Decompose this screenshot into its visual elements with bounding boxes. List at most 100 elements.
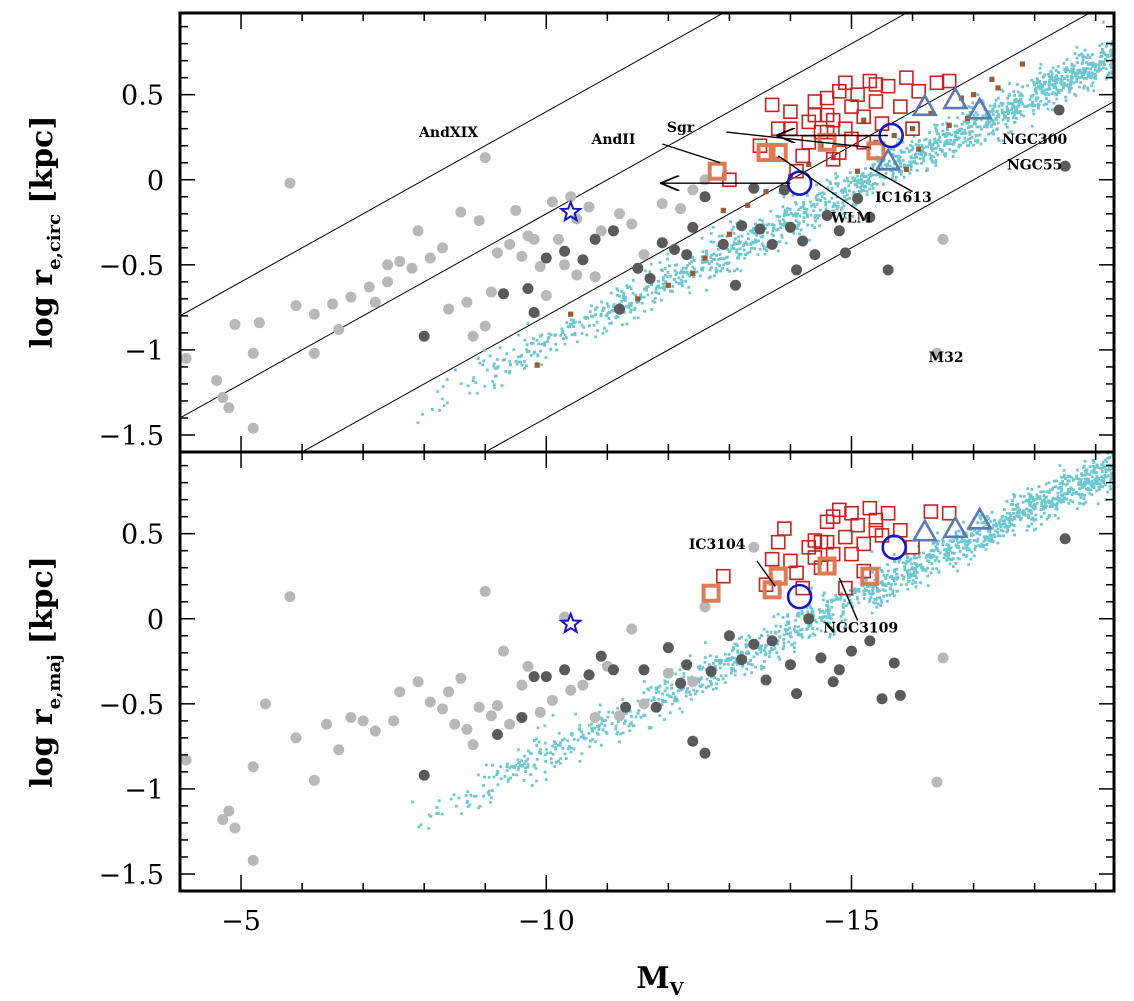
cyan-point bbox=[477, 806, 480, 810]
cyan-point bbox=[982, 101, 985, 105]
square-marker bbox=[838, 75, 853, 91]
square-marker bbox=[923, 504, 939, 519]
cyan-point bbox=[908, 149, 911, 153]
disk-marker bbox=[229, 318, 241, 330]
cyan-point bbox=[808, 604, 812, 607]
cyan-point bbox=[619, 732, 623, 736]
triangle-marker bbox=[911, 92, 938, 117]
cyan-point bbox=[605, 302, 609, 305]
cyan-point bbox=[862, 590, 866, 593]
cyan-point bbox=[886, 162, 890, 166]
cyan-point bbox=[979, 142, 983, 146]
cyan-point bbox=[508, 370, 511, 373]
cyan-point bbox=[698, 274, 702, 278]
cyan-point bbox=[1082, 86, 1086, 90]
cyan-point bbox=[971, 106, 975, 110]
cyan-point bbox=[1047, 481, 1051, 485]
cyan-point bbox=[660, 703, 664, 706]
cyan-point bbox=[776, 227, 780, 231]
cyan-point bbox=[1079, 481, 1082, 485]
cyan-point bbox=[740, 635, 743, 639]
cyan-point bbox=[503, 775, 507, 778]
disk-marker bbox=[180, 754, 192, 766]
cyan-point bbox=[876, 589, 879, 593]
cyan-point bbox=[777, 630, 781, 633]
cyan-point bbox=[813, 205, 817, 209]
cyan-point bbox=[765, 245, 768, 249]
cyan-point bbox=[580, 332, 584, 335]
annotation-wlm: WLM bbox=[830, 210, 872, 226]
cyan-point bbox=[1043, 88, 1046, 92]
bottom-panel-frame bbox=[178, 450, 1116, 893]
cyan-point bbox=[1029, 509, 1033, 513]
cyan-point bbox=[1047, 93, 1051, 97]
cyan-point bbox=[1094, 471, 1098, 475]
cyan-point bbox=[558, 744, 562, 747]
cyan-point bbox=[913, 574, 917, 578]
cyan-point bbox=[1007, 131, 1010, 135]
cyan-point bbox=[760, 242, 764, 246]
cyan-point bbox=[633, 308, 636, 312]
cyan-point bbox=[1103, 475, 1107, 478]
cyan-point bbox=[772, 234, 775, 237]
cyan-point bbox=[1078, 501, 1081, 505]
cyan-point bbox=[761, 219, 764, 223]
cyan-point bbox=[1064, 99, 1068, 102]
cyan-point bbox=[836, 184, 840, 188]
cyan-point bbox=[550, 761, 553, 765]
cyan-point bbox=[884, 171, 888, 175]
cyan-point bbox=[609, 291, 613, 295]
cyan-point bbox=[526, 757, 530, 761]
cyan-point bbox=[1002, 110, 1006, 114]
cyan-point bbox=[798, 232, 801, 236]
top-y-tick-label: −0.5 bbox=[98, 251, 164, 282]
cyan-point bbox=[867, 173, 871, 177]
cyan-point bbox=[1034, 87, 1038, 91]
cyan-point bbox=[657, 685, 660, 689]
cyan-point bbox=[1093, 68, 1097, 72]
triangle-marker bbox=[874, 147, 902, 171]
cyan-point bbox=[670, 702, 674, 706]
cyan-point bbox=[661, 282, 665, 286]
cyan-point bbox=[796, 629, 799, 633]
cyan-point bbox=[625, 284, 629, 287]
cyan-point bbox=[839, 595, 843, 599]
cyan-point bbox=[1109, 53, 1113, 56]
cyan-point bbox=[1007, 111, 1010, 115]
cyan-point bbox=[918, 139, 921, 142]
cyan-point bbox=[874, 601, 877, 605]
cyan-point bbox=[818, 608, 821, 611]
top-y-axis-title: log re,circ[kpc] bbox=[25, 115, 65, 348]
cyan-point bbox=[713, 676, 716, 680]
cyan-point bbox=[952, 149, 956, 153]
square-marker bbox=[941, 73, 957, 89]
cyan-point bbox=[954, 562, 958, 565]
cyan-point bbox=[1067, 85, 1070, 89]
cyan-point bbox=[631, 291, 635, 295]
cyan-point bbox=[991, 539, 995, 543]
cyan-point bbox=[1064, 95, 1067, 99]
cyan-point bbox=[543, 741, 547, 745]
cyan-point bbox=[794, 619, 797, 622]
cyan-point bbox=[852, 193, 856, 196]
cyan-point bbox=[1107, 474, 1110, 477]
disk-marker bbox=[516, 250, 528, 262]
cyan-point bbox=[871, 589, 874, 592]
cyan-point bbox=[830, 196, 834, 200]
cyan-point bbox=[633, 316, 636, 320]
cyan-point bbox=[835, 207, 839, 210]
cyan-point bbox=[849, 601, 853, 605]
cyan-point bbox=[529, 773, 532, 776]
cyan-point bbox=[700, 259, 704, 262]
cyan-point bbox=[843, 599, 846, 602]
cyan-point bbox=[1081, 474, 1084, 477]
disk-marker bbox=[534, 261, 546, 273]
cyan-point bbox=[788, 626, 791, 630]
cyan-point bbox=[771, 229, 775, 233]
cyan-point bbox=[522, 762, 526, 766]
cyan-point bbox=[1011, 518, 1014, 522]
cyan-point bbox=[759, 235, 763, 239]
cyan-point bbox=[744, 240, 748, 244]
cyan-point bbox=[905, 571, 909, 574]
